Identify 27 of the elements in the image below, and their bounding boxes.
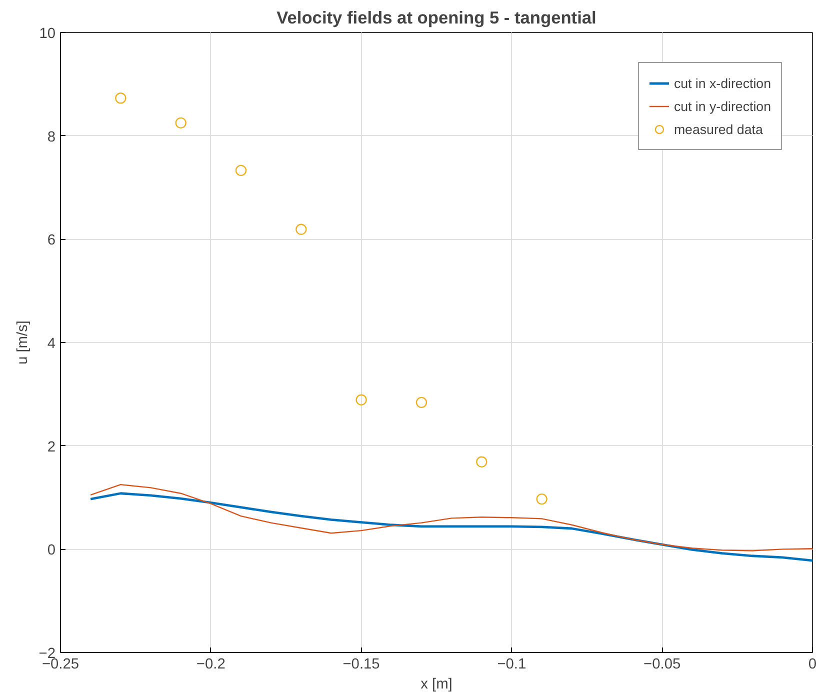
line-series (90, 484, 812, 552)
x-tick-label: −0.2 (196, 656, 226, 672)
point (115, 92, 126, 104)
y-tick-label: 6 (47, 232, 56, 249)
y-tick-label: 4 (47, 336, 56, 352)
legend-label: cut in y-direction (674, 98, 771, 114)
y-tick-label: 2 (47, 439, 56, 456)
point (476, 456, 488, 468)
x-tick-label: −0.05 (644, 656, 681, 672)
y-tick-label: 10 (39, 26, 56, 42)
point (536, 493, 548, 505)
y-tick-label: 8 (47, 129, 56, 146)
point (175, 117, 186, 129)
y-axis-title: u [m/s] (14, 320, 31, 364)
x-tick-label: −0.1 (497, 656, 526, 672)
line-series (89, 492, 812, 562)
point (235, 164, 247, 176)
point (416, 396, 428, 408)
chart-title: Velocity fields at opening 5 - tangential (276, 8, 596, 28)
y-tick-label: 0 (47, 542, 56, 559)
legend-label: cut in x-direction (674, 76, 771, 90)
point (296, 224, 307, 235)
legend-label: measured data (674, 122, 763, 136)
x-axis-title: x [m] (420, 676, 452, 692)
x-tick-label: −0.15 (342, 656, 380, 672)
point (356, 394, 367, 406)
x-tick-label: 0 (808, 656, 817, 672)
